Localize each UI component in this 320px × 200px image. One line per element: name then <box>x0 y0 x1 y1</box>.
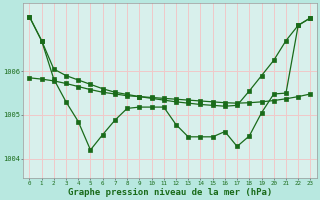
X-axis label: Graphe pression niveau de la mer (hPa): Graphe pression niveau de la mer (hPa) <box>68 188 272 197</box>
